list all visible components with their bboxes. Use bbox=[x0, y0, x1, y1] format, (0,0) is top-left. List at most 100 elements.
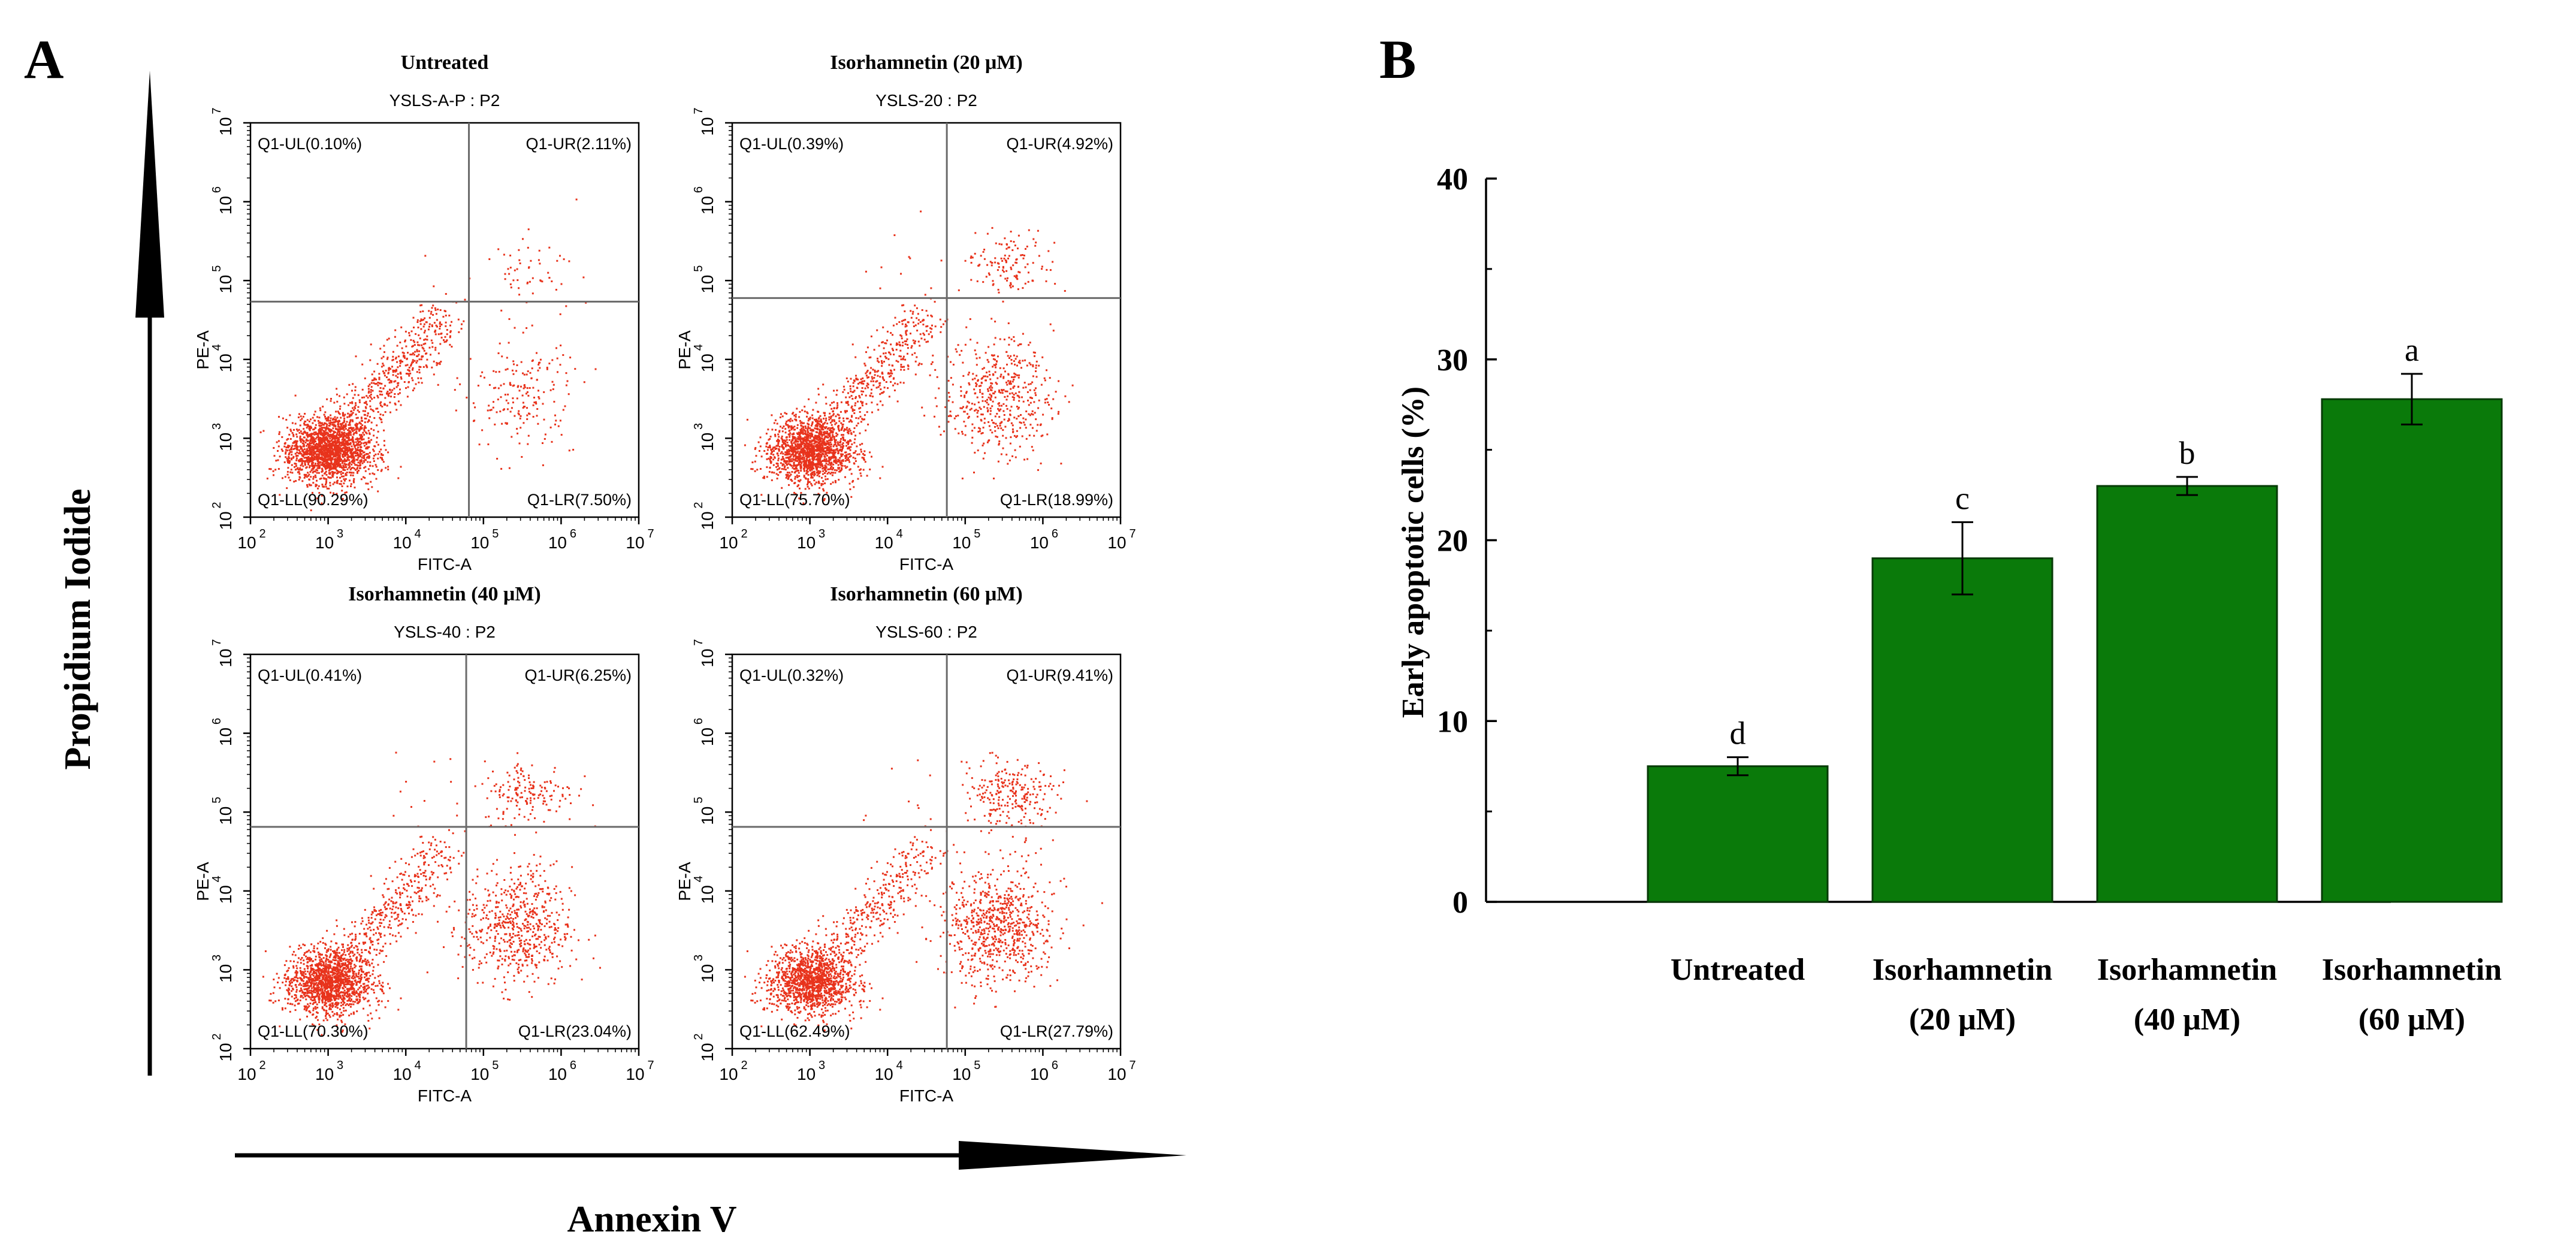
event-dot bbox=[995, 415, 996, 417]
event-dot bbox=[1018, 400, 1020, 402]
event-dot bbox=[792, 445, 793, 447]
event-dot bbox=[832, 419, 833, 421]
event-dot bbox=[419, 372, 421, 373]
event-dot bbox=[379, 403, 381, 404]
event-dot bbox=[853, 385, 854, 387]
event-dot bbox=[825, 454, 827, 455]
event-dot bbox=[278, 416, 280, 418]
event-dot bbox=[896, 360, 898, 362]
event-dot bbox=[1006, 398, 1008, 400]
event-dot bbox=[811, 433, 813, 434]
event-dot bbox=[305, 467, 307, 469]
event-dot bbox=[364, 410, 366, 412]
event-dot bbox=[835, 481, 836, 483]
event-dot bbox=[1038, 365, 1040, 367]
event-dot bbox=[324, 466, 326, 467]
event-dot bbox=[315, 475, 316, 476]
event-dot bbox=[351, 472, 352, 473]
event-dot bbox=[536, 379, 538, 381]
event-dot bbox=[376, 424, 378, 426]
event-dot bbox=[560, 345, 561, 346]
event-dot bbox=[292, 434, 294, 436]
event-dot bbox=[831, 416, 832, 418]
event-dot bbox=[523, 407, 524, 409]
event-dot bbox=[426, 366, 428, 367]
event-dot bbox=[976, 384, 978, 385]
event-dot bbox=[793, 451, 795, 452]
event-dot bbox=[817, 420, 819, 422]
event-dot bbox=[548, 247, 550, 249]
panel-a-y-axis-label: Propidium Iodide bbox=[58, 488, 98, 769]
event-dot bbox=[1006, 364, 1008, 366]
event-dot bbox=[750, 468, 752, 470]
event-dot bbox=[1011, 363, 1013, 364]
event-dot bbox=[560, 419, 561, 421]
event-dot bbox=[949, 396, 950, 398]
event-dot bbox=[319, 407, 321, 409]
event-dot bbox=[877, 404, 878, 406]
event-dot bbox=[811, 425, 813, 427]
event-dot bbox=[819, 459, 821, 461]
event-dot bbox=[507, 394, 509, 395]
event-dot bbox=[343, 454, 345, 455]
event-dot bbox=[349, 402, 351, 404]
event-dot bbox=[347, 457, 349, 459]
event-dot bbox=[463, 321, 464, 322]
panel-a-x-axis-label: Annexin V bbox=[567, 1199, 736, 1240]
event-dot bbox=[796, 458, 798, 460]
event-dot bbox=[839, 440, 841, 442]
event-dot bbox=[351, 445, 353, 447]
event-dot bbox=[395, 409, 397, 410]
event-dot bbox=[993, 478, 995, 479]
event-dot bbox=[484, 377, 485, 379]
event-dot bbox=[833, 428, 835, 430]
event-dot bbox=[831, 443, 832, 445]
event-dot bbox=[747, 419, 748, 421]
event-dot bbox=[437, 384, 439, 386]
event-dot bbox=[904, 310, 905, 312]
event-dot bbox=[938, 426, 940, 428]
event-dot bbox=[392, 371, 394, 373]
event-dot bbox=[416, 360, 418, 362]
event-dot bbox=[309, 449, 310, 451]
event-dot bbox=[394, 330, 396, 331]
event-dot bbox=[927, 315, 929, 316]
event-dot bbox=[324, 437, 326, 439]
event-dot bbox=[769, 471, 771, 473]
event-dot bbox=[915, 361, 917, 363]
event-dot bbox=[1011, 359, 1013, 361]
event-dot bbox=[860, 391, 862, 393]
event-dot bbox=[830, 427, 832, 429]
event-dot bbox=[359, 465, 361, 467]
event-dot bbox=[979, 357, 981, 359]
event-dot bbox=[306, 440, 307, 442]
event-dot bbox=[317, 460, 319, 462]
event-dot bbox=[550, 427, 552, 428]
event-dot bbox=[342, 439, 343, 441]
event-dot bbox=[840, 438, 842, 440]
event-dot bbox=[787, 445, 789, 447]
event-dot bbox=[330, 422, 332, 424]
event-dot bbox=[1011, 455, 1013, 457]
event-dot bbox=[330, 419, 331, 421]
event-dot bbox=[296, 436, 298, 437]
event-dot bbox=[813, 479, 815, 481]
event-dot bbox=[348, 431, 350, 433]
event-dot bbox=[791, 428, 793, 430]
event-dot bbox=[961, 390, 962, 392]
event-dot bbox=[781, 468, 783, 470]
event-dot bbox=[383, 403, 385, 405]
event-dot bbox=[848, 440, 850, 442]
event-dot bbox=[857, 478, 859, 480]
event-dot bbox=[340, 481, 342, 482]
event-dot bbox=[493, 401, 494, 403]
event-dot bbox=[307, 486, 309, 488]
event-dot bbox=[308, 446, 310, 448]
event-dot bbox=[890, 381, 892, 383]
event-dot bbox=[372, 409, 373, 411]
event-dot bbox=[509, 382, 511, 384]
event-dot bbox=[330, 418, 332, 419]
event-dot bbox=[881, 365, 883, 367]
event-dot bbox=[418, 382, 419, 384]
